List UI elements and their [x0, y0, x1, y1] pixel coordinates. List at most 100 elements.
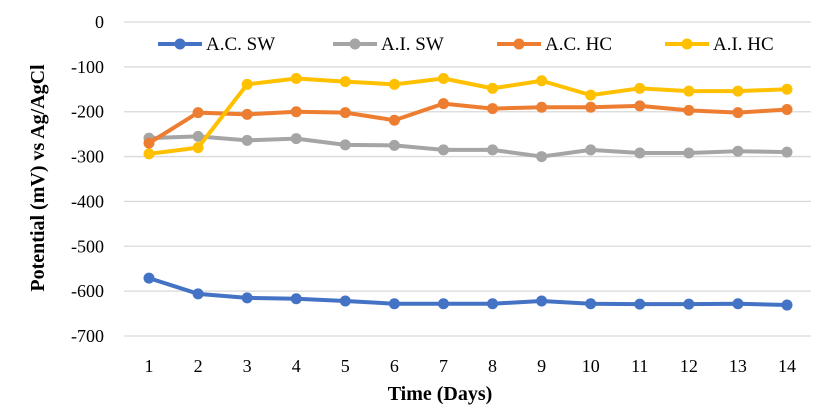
data-point: [683, 147, 695, 159]
legend-label: A.C. HC: [545, 34, 612, 55]
data-point: [143, 148, 155, 160]
data-point: [585, 89, 597, 101]
legend-item: A.I. HC: [665, 34, 774, 55]
x-tick-label: 9: [537, 356, 546, 376]
data-point: [634, 82, 646, 94]
legend-marker: [349, 38, 361, 50]
y-tick-label: -600: [71, 281, 104, 301]
data-point: [732, 298, 744, 310]
series-line: [148, 276, 788, 308]
x-tick-label: 8: [488, 356, 497, 376]
data-point: [437, 144, 449, 156]
data-point: [192, 107, 204, 119]
data-point: [487, 144, 499, 156]
data-point: [634, 100, 646, 112]
legend-label: A.I. SW: [381, 34, 444, 55]
y-tick-label: -300: [71, 147, 104, 167]
data-point: [290, 106, 302, 118]
legend-marker: [513, 38, 525, 50]
y-tick-label: 0: [95, 12, 104, 32]
x-tick-label: 1: [145, 356, 154, 376]
series-a-c-hc: [143, 98, 793, 149]
data-point: [536, 295, 548, 307]
y-tick-label: -100: [71, 57, 104, 77]
data-point: [192, 288, 204, 300]
data-point: [339, 139, 351, 151]
series-a-i-hc: [143, 73, 793, 160]
data-point: [536, 151, 548, 163]
legend-item: A.I. SW: [333, 34, 444, 55]
data-point: [585, 298, 597, 310]
gridlines: [124, 21, 811, 337]
data-point: [683, 85, 695, 97]
data-point: [536, 75, 548, 87]
x-tick-label: 4: [292, 356, 301, 376]
data-point: [437, 73, 449, 85]
data-point: [683, 104, 695, 116]
data-point: [585, 144, 597, 156]
data-point: [241, 134, 253, 146]
legend-marker: [174, 38, 186, 50]
data-point: [192, 130, 204, 142]
x-tick-label: 11: [631, 356, 648, 376]
data-point: [536, 101, 548, 113]
x-tick-label: 10: [582, 356, 600, 376]
y-tick-label: -500: [71, 236, 104, 256]
data-point: [487, 82, 499, 94]
y-tick-label: -200: [71, 102, 104, 122]
data-point: [388, 114, 400, 126]
data-point: [732, 107, 744, 119]
x-axis-ticks: 1 2 3 4 5 6 7 8 9 10 11 12 13 14: [145, 356, 797, 376]
data-point: [143, 137, 155, 149]
legend-label: A.C. SW: [206, 34, 275, 55]
data-point: [732, 85, 744, 97]
data-point: [781, 103, 793, 115]
data-point: [290, 133, 302, 145]
series-lines: [143, 73, 793, 311]
legend-item: A.C. HC: [497, 34, 612, 55]
data-point: [241, 108, 253, 120]
data-point: [732, 145, 744, 157]
data-point: [437, 98, 449, 110]
data-point: [339, 76, 351, 88]
y-tick-label: -700: [71, 326, 104, 346]
x-tick-label: 2: [194, 356, 203, 376]
data-point: [241, 292, 253, 304]
data-point: [143, 272, 155, 284]
data-point: [487, 103, 499, 115]
legend-label: A.I. HC: [713, 34, 774, 55]
data-point: [192, 142, 204, 154]
data-point: [781, 299, 793, 311]
data-point: [487, 298, 499, 310]
data-point: [290, 293, 302, 305]
data-point: [437, 298, 449, 310]
data-point: [388, 78, 400, 90]
data-point: [290, 73, 302, 85]
x-tick-label: 7: [439, 356, 448, 376]
x-tick-label: 13: [729, 356, 747, 376]
legend-item: A.C. SW: [158, 34, 275, 55]
data-point: [781, 146, 793, 158]
data-point: [585, 101, 597, 113]
x-tick-label: 6: [390, 356, 399, 376]
x-tick-label: 14: [778, 356, 796, 376]
x-tick-label: 12: [680, 356, 698, 376]
x-tick-label: 5: [341, 356, 350, 376]
x-axis-title: Time (Days): [388, 383, 493, 405]
series-a-i-sw: [143, 130, 793, 163]
series-a-c-sw: [143, 272, 793, 311]
legend-marker: [681, 38, 693, 50]
data-point: [634, 147, 646, 159]
series-line: [148, 76, 788, 156]
data-point: [388, 139, 400, 151]
legend: A.C. SW A.I. SW A.C. HC A.I. HC: [158, 34, 774, 55]
y-tick-label: -400: [71, 191, 104, 211]
data-point: [781, 83, 793, 95]
series-line: [147, 101, 788, 145]
data-point: [683, 298, 695, 310]
data-point: [339, 295, 351, 307]
data-point: [388, 298, 400, 310]
data-point: [634, 298, 646, 310]
series-line: [148, 134, 788, 159]
